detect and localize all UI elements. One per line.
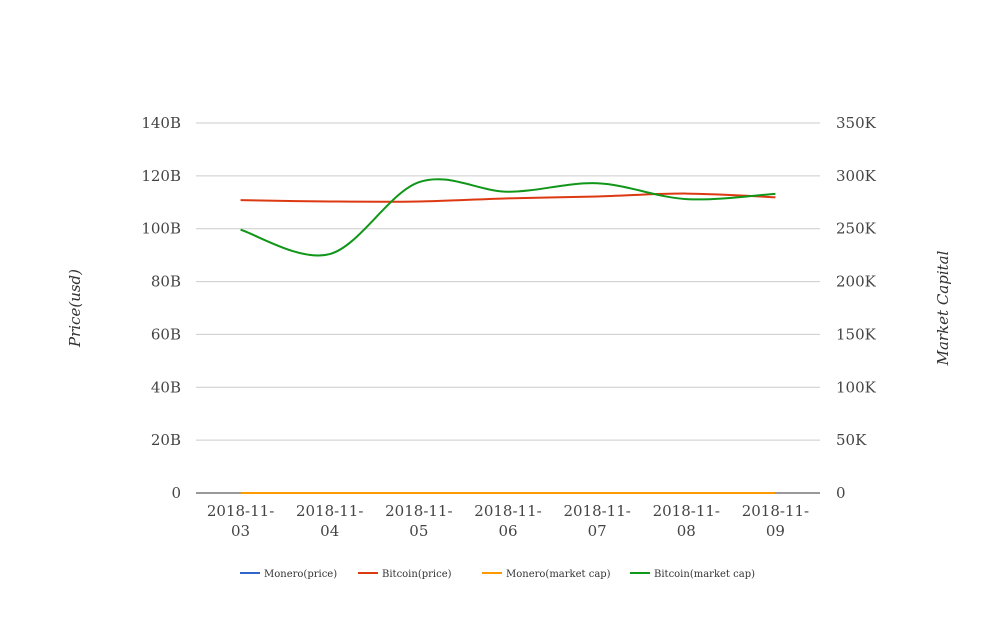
x-tick-label: 2018-11-08 — [653, 502, 720, 540]
right-tick-label: 100K — [836, 378, 877, 396]
x-tick-label: 2018-11-03 — [207, 502, 274, 540]
right-tick-label: 150K — [836, 325, 877, 343]
legend: Monero(price) Bitcoin(price) Monero(market… — [240, 569, 755, 580]
series-line-bitcoin-price — [240, 192, 776, 203]
right-tick-label: 50K — [836, 431, 867, 449]
x-tick-label: 2018-11-05 — [385, 502, 452, 540]
right-axis-title: Market Capital — [934, 250, 952, 366]
legend-label: Bitcoin(price) — [382, 569, 452, 580]
left-tick-label: 40B — [151, 378, 181, 396]
legend-item[interactable]: Monero(market cap) — [482, 569, 611, 580]
legend-label: Monero(price) — [264, 569, 337, 580]
x-tick-label: 2018-11-06 — [474, 502, 541, 540]
right-tick-label: 300K — [836, 167, 877, 185]
left-axis-ticks: 0 20B 40B 60B 80B 100B 120B 140B — [141, 114, 181, 502]
x-tick-label: 2018-11-04 — [296, 502, 363, 540]
legend-label: Monero(market cap) — [506, 569, 611, 580]
left-tick-label: 140B — [141, 114, 181, 132]
legend-item[interactable]: Bitcoin(market cap) — [630, 569, 755, 580]
left-tick-label: 120B — [141, 167, 181, 185]
series — [240, 178, 776, 495]
left-tick-label: 100B — [141, 220, 181, 238]
right-axis-ticks: 0 50K 100K 150K 200K 250K 300K 350K — [836, 114, 877, 502]
x-tick-label: 2018-11-07 — [563, 502, 630, 540]
left-tick-label: 0 — [171, 484, 181, 502]
legend-label: Bitcoin(market cap) — [654, 569, 755, 580]
left-tick-label: 20B — [151, 431, 181, 449]
left-tick-label: 60B — [151, 325, 181, 343]
left-tick-label: 80B — [151, 273, 181, 291]
grid — [196, 122, 820, 441]
legend-item[interactable]: Monero(price) — [240, 569, 337, 580]
left-axis-title: Price(usd) — [66, 269, 84, 348]
x-axis-ticks: 2018-11-03 2018-11-04 2018-11-05 2018-11-06… — [207, 502, 809, 540]
right-tick-label: 250K — [836, 220, 877, 238]
x-tick-label: 2018-11-09 — [742, 502, 809, 540]
series-line-bitcoin-market-cap — [240, 178, 776, 257]
right-tick-label: 200K — [836, 273, 877, 291]
right-tick-label: 0 — [836, 484, 846, 502]
legend-item[interactable]: Bitcoin(price) — [358, 569, 452, 580]
right-tick-label: 350K — [836, 114, 877, 132]
